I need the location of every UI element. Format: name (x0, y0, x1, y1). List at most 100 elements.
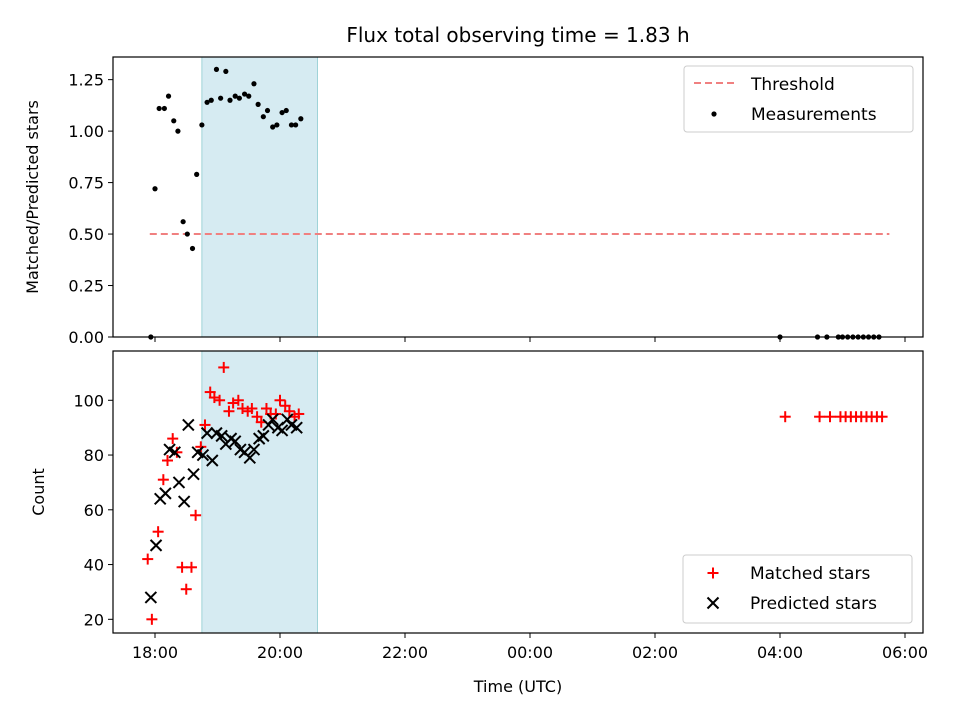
measurement-point (156, 105, 162, 112)
predicted-star-point (257, 429, 270, 443)
top-panel: 0.00 0.25 0.50 0.75 1.00 1.25 Flux total obse… (23, 23, 924, 347)
predicted-star-marker-b (168, 446, 181, 459)
matched-star-point (162, 455, 173, 467)
bottom-legend: Matched stars Predicted stars (682, 554, 913, 624)
measurement-point (283, 107, 289, 114)
predicted-star-marker-b (196, 448, 210, 462)
predicted-star-point (168, 446, 181, 459)
matched-star-point (876, 411, 888, 423)
predicted-star-point (182, 418, 195, 432)
predicted-star-marker-b (187, 467, 200, 481)
predicted-star-point (275, 424, 289, 437)
predicted-star-marker-b (290, 421, 303, 434)
legend-predicted-label: Predicted stars (750, 594, 877, 614)
measurement-point (260, 114, 266, 120)
matched-star-point (232, 394, 244, 406)
measurement-point (223, 68, 229, 75)
predicted-star-point (247, 443, 261, 456)
predicted-star-marker-b (163, 443, 176, 456)
x-tick-label: 04:00 (757, 643, 803, 662)
matched-star-point (779, 411, 791, 423)
predicted-star-point (200, 426, 214, 440)
matched-star-points (142, 361, 888, 625)
measurement-point (270, 124, 276, 130)
measurement-point (246, 93, 252, 99)
measurement-point (293, 122, 299, 128)
matched-star-point (218, 361, 230, 373)
y-tick-label: 80 (84, 446, 104, 465)
matched-star-point (176, 561, 188, 573)
measurement-point (251, 81, 257, 87)
predicted-star-point (229, 435, 242, 448)
chart-title: Flux total observing time = 1.83 h (346, 23, 689, 47)
predicted-star-marker-b (206, 454, 219, 467)
measurement-point (152, 186, 158, 192)
matched-star-point (146, 613, 158, 625)
measurement-point (199, 122, 205, 128)
legend-threshold-label: Threshold (750, 75, 835, 95)
measurement-point (208, 97, 214, 103)
predicted-star-marker-b (706, 596, 720, 610)
y-tick-label: 0.25 (68, 277, 104, 296)
predicted-star-marker-b (172, 476, 186, 489)
y-tick-label: 1.25 (68, 71, 104, 90)
matched-star-point (167, 433, 179, 445)
measurement-point (232, 93, 238, 99)
legend-measurements-swatch (711, 111, 717, 117)
bottom-panel: 20 40 60 80 100 18:00 20:00 22:00 00:00 02:00 04:… (29, 350, 928, 696)
predicted-star-points (144, 413, 303, 604)
predicted-star-marker-b (215, 429, 228, 443)
predicted-star-marker-b (191, 446, 204, 459)
measurement-point (165, 93, 172, 99)
x-axis-label: Time (UTC) (473, 677, 562, 696)
y-tick-label: 60 (84, 501, 104, 520)
top-legend-box (683, 65, 914, 133)
measurement-point (184, 231, 190, 237)
predicted-star-marker-b (159, 487, 172, 500)
predicted-star-point (290, 421, 303, 434)
y-tick-label: 40 (84, 556, 104, 575)
predicted-star-point (206, 454, 219, 467)
matched-star-point (274, 394, 286, 406)
predicted-star-marker-b (224, 432, 238, 445)
bottom-y-ticks: 20 40 60 80 100 (73, 391, 113, 629)
matched-star-point (199, 419, 211, 431)
predicted-star-marker-b (149, 539, 163, 552)
x-tick-label: 20:00 (257, 643, 303, 662)
legend-predicted-swatch (706, 596, 720, 610)
matched-star-point (180, 583, 192, 595)
bottom-axes-frame (112, 350, 924, 634)
x-tick-label: 18:00 (132, 643, 178, 662)
x-tick-label: 02:00 (632, 643, 678, 662)
predicted-star-marker-b (247, 443, 261, 456)
y-tick-label: 0.00 (68, 328, 104, 347)
measurement-point (218, 95, 224, 101)
predicted-star-point (177, 495, 191, 508)
legend-matched-label: Matched stars (750, 564, 870, 584)
predicted-star-point (215, 429, 228, 443)
measurement-point (264, 107, 271, 114)
measurement-point (236, 95, 242, 101)
measurement-point (171, 118, 177, 124)
measurement-point (180, 219, 186, 225)
measurement-point (241, 91, 248, 97)
measurement-point (194, 171, 200, 177)
measurement-point (204, 99, 210, 105)
y-tick-label: 0.75 (68, 174, 104, 193)
y-tick-label: 1.00 (68, 122, 104, 141)
top-y-ticks: 0.00 0.25 0.50 0.75 1.00 1.25 (68, 71, 113, 347)
predicted-star-point (706, 596, 720, 610)
predicted-star-point (187, 467, 200, 481)
matched-star-point (157, 474, 169, 486)
measurement-point (274, 122, 280, 128)
matched-star-point (185, 561, 197, 573)
top-y-axis-label: Matched/Predicted stars (23, 100, 42, 294)
x-tick-label: 00:00 (507, 643, 553, 662)
predicted-star-marker-b (182, 418, 195, 432)
predicted-star-marker-b (144, 591, 158, 604)
measurement-point (175, 128, 181, 134)
top-x-ticks (154, 337, 906, 342)
measurement-point (189, 245, 196, 252)
legend-matched-swatch (707, 567, 719, 579)
